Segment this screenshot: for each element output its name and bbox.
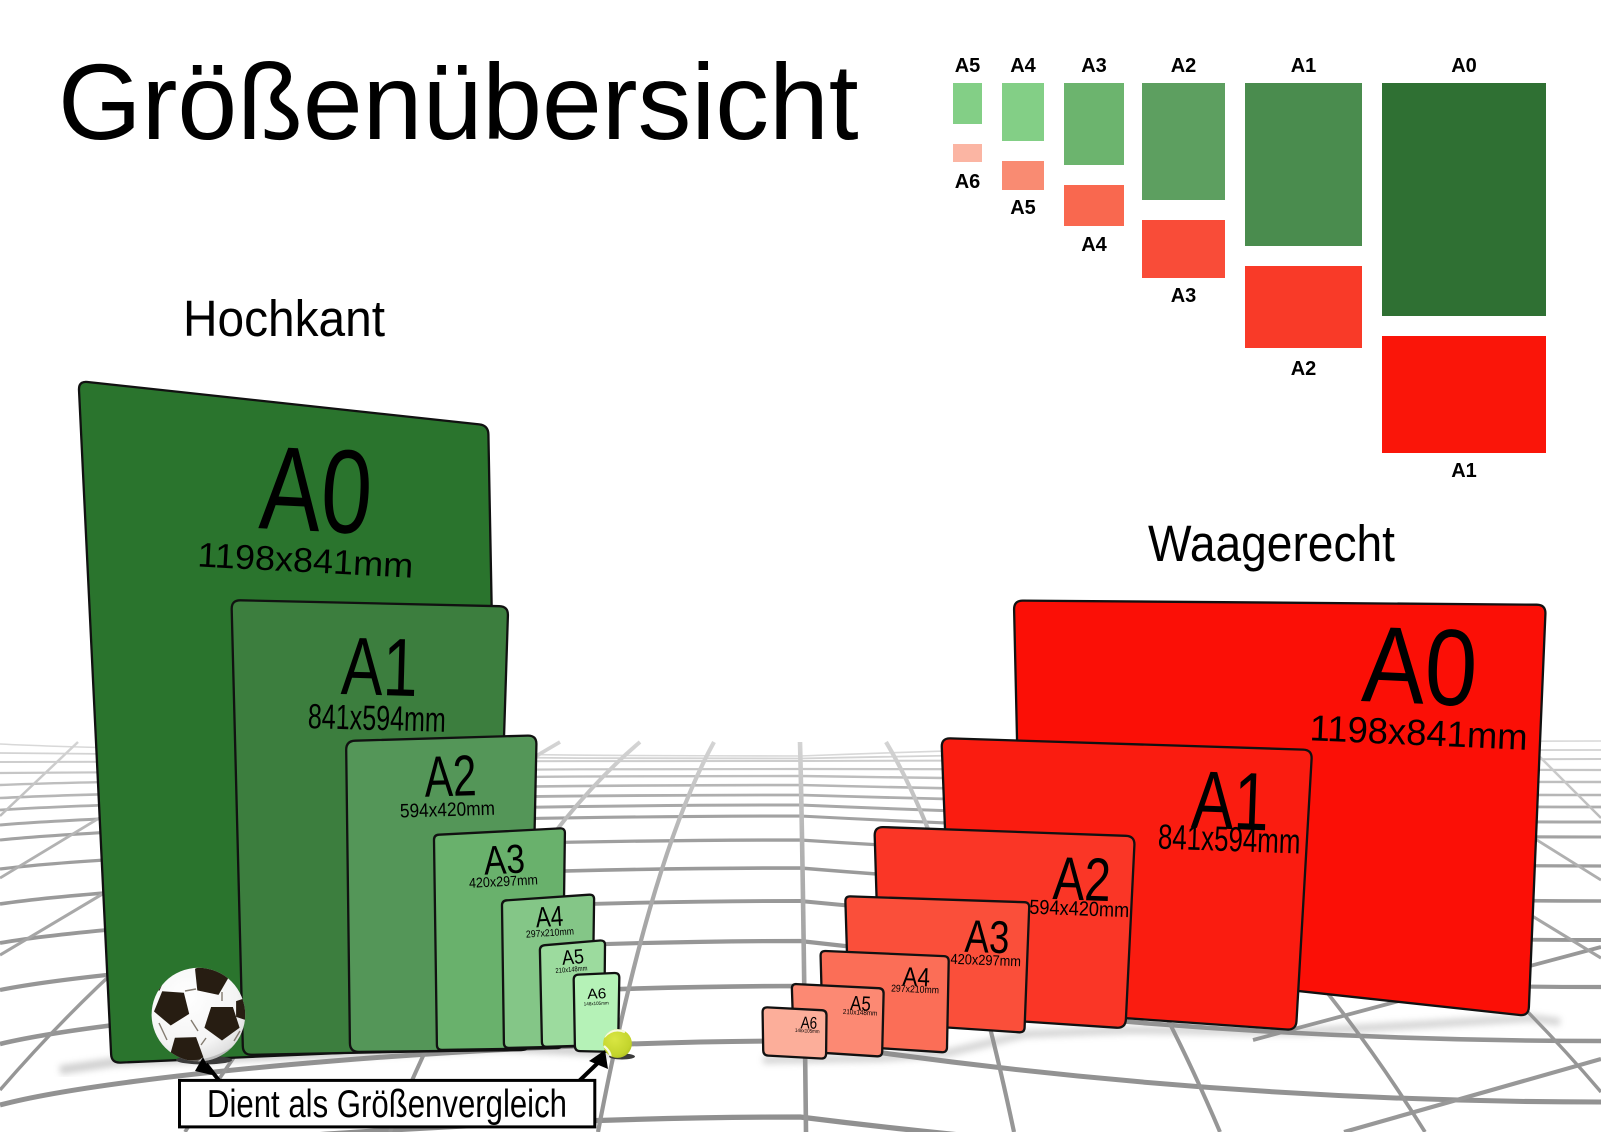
svg-text:A6: A6 xyxy=(955,171,981,193)
svg-text:A6: A6 xyxy=(800,1013,817,1033)
svg-text:A1: A1 xyxy=(1291,55,1317,77)
svg-text:841x594mm: 841x594mm xyxy=(1157,818,1301,862)
svg-text:A3: A3 xyxy=(964,910,1010,964)
svg-text:1198x841mm: 1198x841mm xyxy=(1309,707,1529,757)
svg-text:A1: A1 xyxy=(1190,755,1271,849)
svg-text:841x594mm: 841x594mm xyxy=(307,697,446,740)
svg-text:A5: A5 xyxy=(561,945,585,970)
svg-text:A5: A5 xyxy=(850,992,872,1016)
svg-text:594x420mm: 594x420mm xyxy=(400,798,496,823)
svg-text:A4: A4 xyxy=(902,961,931,992)
svg-text:A5: A5 xyxy=(1010,197,1036,219)
svg-text:148x105mm: 148x105mm xyxy=(795,1028,820,1035)
svg-text:Dient als Größenvergleich: Dient als Größenvergleich xyxy=(207,1083,567,1126)
svg-text:A4: A4 xyxy=(535,901,565,935)
svg-text:A5: A5 xyxy=(955,55,981,77)
svg-text:A3: A3 xyxy=(1171,285,1197,307)
svg-text:148x105mm: 148x105mm xyxy=(584,1000,609,1007)
svg-text:297x210mm: 297x210mm xyxy=(891,983,939,996)
svg-text:297x210mm: 297x210mm xyxy=(526,926,575,940)
svg-text:A1: A1 xyxy=(340,621,419,714)
svg-text:A2: A2 xyxy=(1052,844,1112,914)
svg-text:A0: A0 xyxy=(257,421,376,560)
svg-text:A3: A3 xyxy=(483,835,526,883)
svg-text:A2: A2 xyxy=(1171,55,1197,77)
svg-text:210x148mm: 210x148mm xyxy=(555,965,588,975)
svg-text:A6: A6 xyxy=(587,986,607,1003)
svg-text:594x420mm: 594x420mm xyxy=(1029,896,1130,922)
svg-text:A2: A2 xyxy=(1291,358,1317,380)
svg-text:Größenübersicht: Größenübersicht xyxy=(58,42,859,162)
svg-text:A0: A0 xyxy=(1451,55,1477,77)
svg-text:A4: A4 xyxy=(1081,234,1107,256)
svg-text:A3: A3 xyxy=(1081,55,1107,77)
svg-text:210x148mm: 210x148mm xyxy=(843,1007,878,1018)
svg-text:A0: A0 xyxy=(1360,603,1480,729)
svg-text:Waagerecht: Waagerecht xyxy=(1148,515,1395,572)
svg-text:420x297mm: 420x297mm xyxy=(469,871,539,891)
svg-text:Hochkant: Hochkant xyxy=(183,290,385,347)
svg-text:A2: A2 xyxy=(423,744,477,810)
svg-text:A1: A1 xyxy=(1451,460,1477,482)
svg-text:420x297mm: 420x297mm xyxy=(950,952,1021,970)
svg-text:A4: A4 xyxy=(1010,55,1036,77)
